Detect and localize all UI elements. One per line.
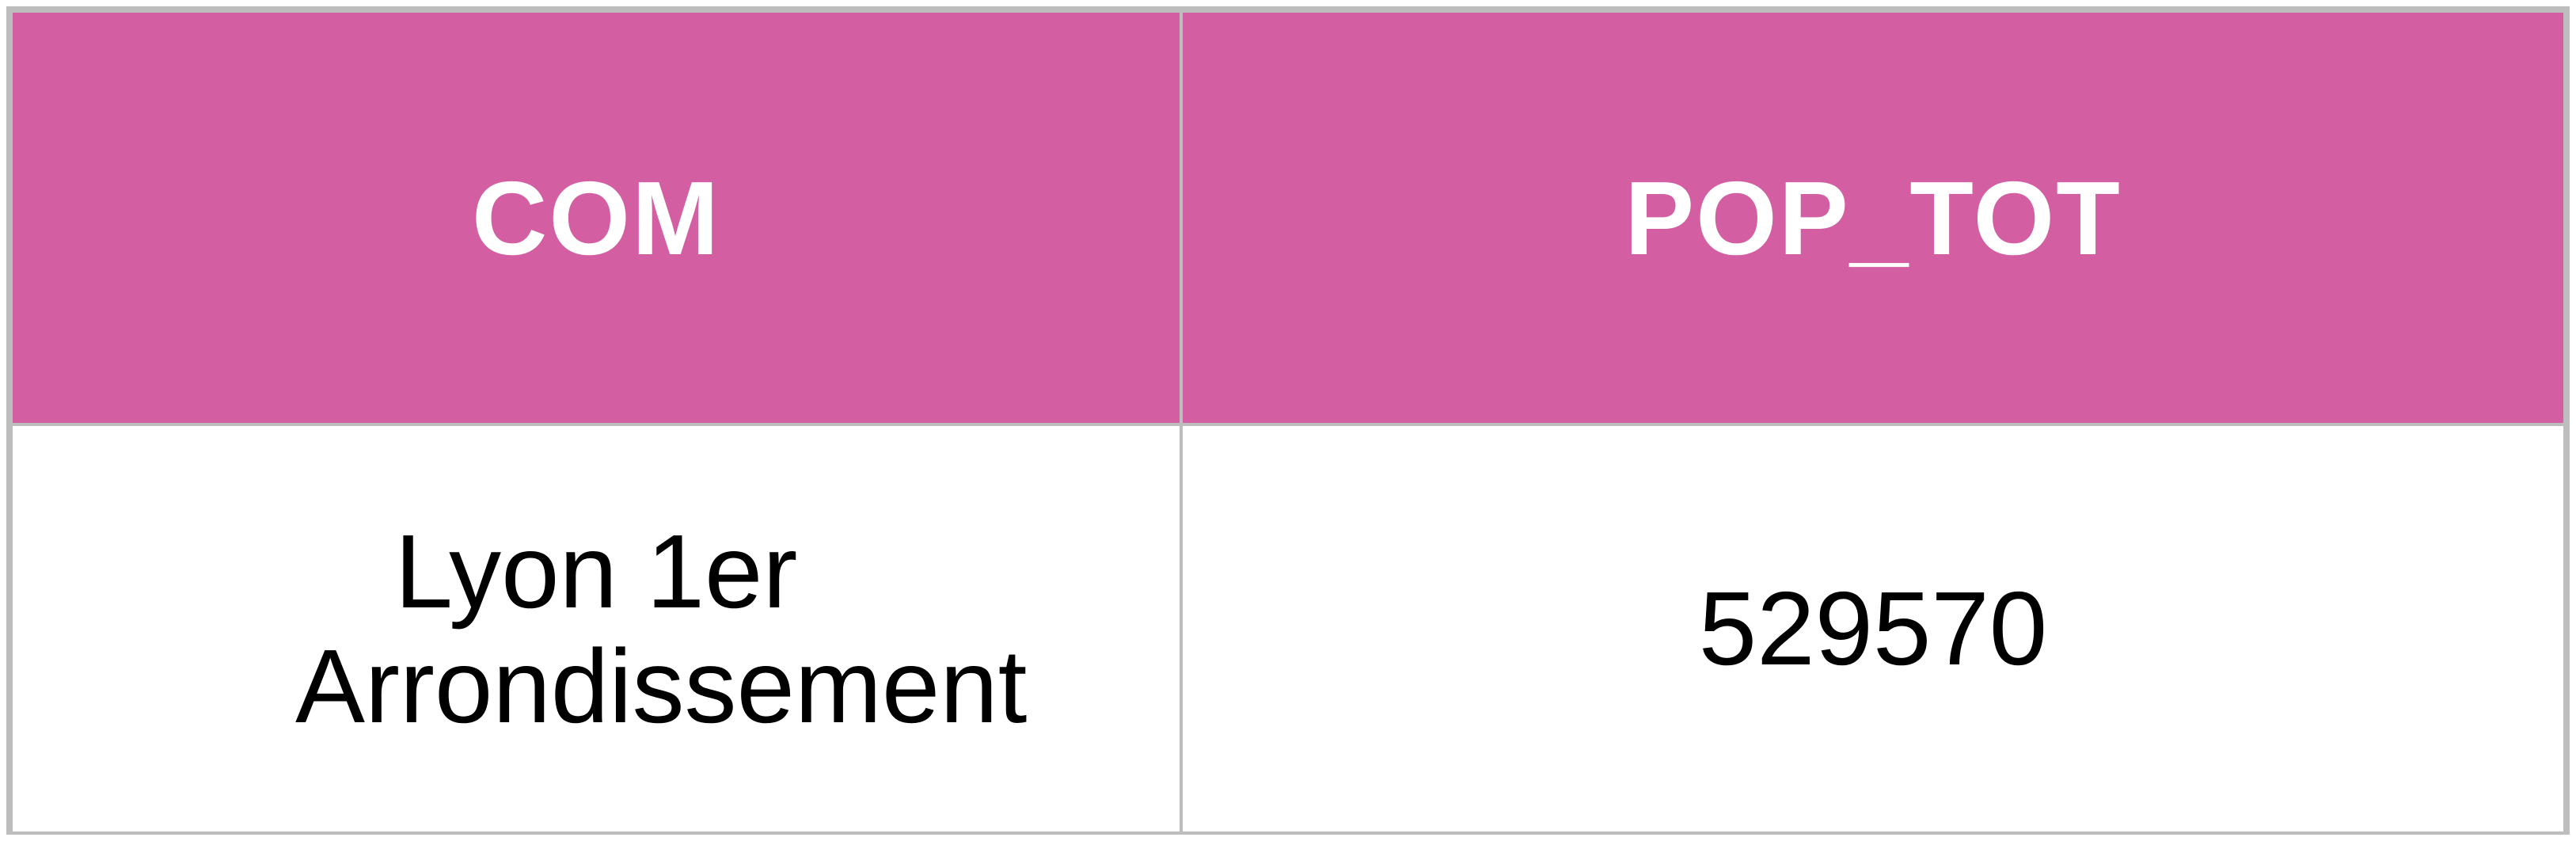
data-table-container: COM POP_TOT Lyon 1er Arrondissement 5295… [6,6,2570,835]
table-body: Lyon 1er Arrondissement 529570 [9,423,2567,835]
table-cell-com: Lyon 1er Arrondissement [9,423,1183,835]
cell-text-com: Lyon 1er Arrondissement [295,512,1028,744]
column-header-com[interactable]: COM [9,10,1183,426]
column-header-pop-tot[interactable]: POP_TOT [1180,10,2567,426]
table-row: Lyon 1er Arrondissement 529570 [9,423,2567,835]
header-row: COM POP_TOT [9,10,2567,426]
cell-text-pop-tot: 529570 [1698,570,2048,687]
table-header: COM POP_TOT [9,10,2567,426]
table-cell-pop-tot: 529570 [1180,423,2567,835]
data-table: COM POP_TOT Lyon 1er Arrondissement 5295… [9,10,2567,835]
